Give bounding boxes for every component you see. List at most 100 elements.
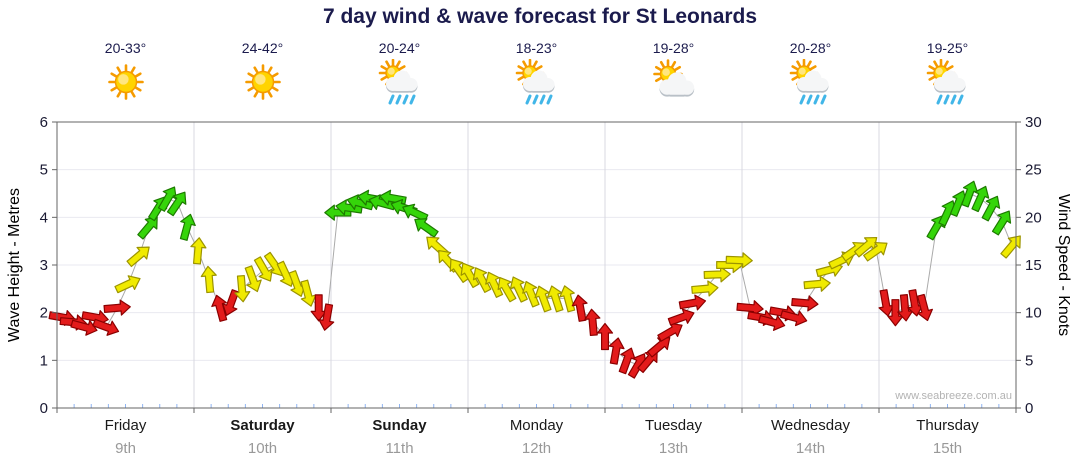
- day-name-saturday: Saturday: [230, 417, 295, 434]
- wind-arrow: [991, 210, 1012, 236]
- day-date-sunday: 11th: [385, 440, 414, 457]
- day-forecast-saturday: 24-42°: [194, 40, 331, 107]
- left-axis-ticks: 0 1 2 3 4 5 6: [40, 114, 57, 417]
- wind-arrow: [780, 310, 808, 327]
- day-name-tuesday: Tuesday: [645, 417, 702, 434]
- wind-arrow: [758, 314, 786, 331]
- gridlines: [57, 122, 1016, 408]
- wind-arrow: [179, 213, 196, 241]
- wind-arrow: [571, 294, 588, 322]
- wind-arrow: [971, 185, 990, 213]
- wind-arrow: [485, 271, 504, 298]
- wind-arrow: [211, 294, 228, 322]
- wind-arrow: [608, 337, 625, 365]
- wind-arrow: [103, 299, 131, 316]
- wind-arrow: [70, 319, 98, 336]
- temp-range: 20-33°: [104, 40, 147, 56]
- day-date-thursday: 15th: [932, 440, 963, 457]
- day-forecast-wednesday: 20-28°: [742, 40, 879, 107]
- wind-arrow: [324, 204, 352, 221]
- weather-icon-sunny: [107, 64, 144, 100]
- wind-arrow: [647, 337, 671, 358]
- wind-arrows: [48, 180, 1021, 379]
- right-axis-tick-label: 20: [1025, 209, 1042, 226]
- wind-arrow: [166, 191, 187, 217]
- wind-arrow: [916, 293, 933, 322]
- wind-arrow: [534, 285, 552, 313]
- wind-arrow: [157, 186, 177, 212]
- wind-arrow: [190, 237, 207, 265]
- wind-arrow: [92, 318, 120, 336]
- wind-arrow: [1000, 235, 1021, 259]
- temp-range: 20-28°: [789, 40, 832, 56]
- day-forecast-tuesday: 19-28°: [605, 40, 742, 107]
- wind-arrow: [414, 218, 439, 238]
- wind-arrow: [137, 216, 158, 240]
- left-axis-tick-label: 4: [40, 209, 48, 226]
- temp-range: 19-25°: [926, 40, 969, 56]
- wind-arrow: [522, 280, 540, 308]
- day-boundary-ticks: [56, 408, 1017, 413]
- day-name-thursday: Thursday: [916, 417, 979, 434]
- day-date-friday: 9th: [115, 440, 136, 457]
- day-name-monday: Monday: [509, 417, 564, 434]
- wind-arrow: [402, 203, 429, 222]
- wind-arrow: [667, 308, 695, 326]
- wind-arrow: [691, 280, 719, 297]
- wind-arrow: [460, 262, 480, 289]
- wind-arrow: [803, 275, 831, 292]
- temp-range: 18-23°: [515, 40, 558, 56]
- wind-arrow: [584, 308, 601, 337]
- right-axis-tick-label: 25: [1025, 162, 1042, 179]
- time-minor-ticks: [73, 404, 1000, 408]
- right-axis-tick-label: 15: [1025, 257, 1042, 274]
- temp-range: 24-42°: [241, 40, 284, 56]
- day-forecast-monday: 18-23°: [468, 40, 605, 107]
- wind-arrow: [472, 267, 492, 293]
- weather-icon-partly-cloudy: [652, 59, 694, 97]
- left-axis-tick-label: 3: [40, 257, 48, 274]
- day-date-monday: 12th: [521, 440, 552, 457]
- wind-arrow: [559, 285, 576, 313]
- left-axis-tick-label: 2: [40, 305, 48, 322]
- wind-arrow: [318, 303, 335, 331]
- day-name-sunday: Sunday: [372, 417, 427, 434]
- wind-arrow: [981, 195, 1001, 222]
- day-name-wednesday: Wednesday: [771, 417, 850, 434]
- wind-arrow: [497, 276, 517, 303]
- right-axis-ticks: 0 5 10 15 20 25 30: [1016, 114, 1042, 417]
- weather-icon-sun-showers: [378, 59, 417, 105]
- wind-arrow: [509, 276, 528, 303]
- day-forecast-thursday: 19-25°: [879, 40, 1016, 107]
- wind-arrow: [678, 294, 707, 311]
- wind-arrow: [596, 322, 614, 351]
- day-forecast-sunday: 20-24°: [331, 40, 468, 107]
- page-title: 7 day wind & wave forecast for St Leonar…: [322, 5, 758, 28]
- temp-range: 20-24°: [378, 40, 421, 56]
- day-date-tuesday: 13th: [658, 440, 689, 457]
- right-axis-tick-label: 5: [1025, 352, 1033, 369]
- wind-arrow: [725, 252, 753, 269]
- right-axis-tick-label: 0: [1025, 400, 1033, 417]
- left-axis-tick-label: 0: [40, 400, 48, 417]
- day-forecast-friday: 20-33°: [57, 40, 194, 107]
- wind-arrow: [449, 258, 470, 283]
- wind-arrow: [114, 275, 141, 294]
- right-axis-tick-label: 30: [1025, 114, 1042, 131]
- wind-arrow: [863, 241, 888, 262]
- wind-arrow: [200, 265, 217, 294]
- weather-icon-sun-showers: [515, 59, 554, 105]
- wind-arrow: [234, 274, 251, 303]
- left-axis-tick-label: 1: [40, 352, 48, 369]
- left-axis-tick-label: 5: [40, 162, 48, 179]
- weather-icon-sun-showers: [926, 59, 965, 105]
- left-axis-tick-label: 6: [40, 114, 48, 131]
- wind-speed-connector: [62, 192, 1013, 366]
- wind-arrow: [253, 256, 273, 282]
- wind-arrow: [222, 289, 240, 316]
- watermark: www.seabreeze.com.au: [895, 390, 1012, 402]
- weather-icon-sunny: [244, 64, 281, 100]
- day-date-wednesday: 14th: [795, 440, 826, 457]
